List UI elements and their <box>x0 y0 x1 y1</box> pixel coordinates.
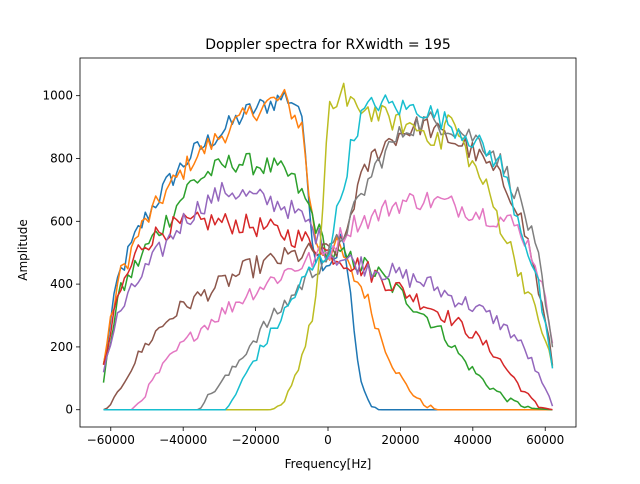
y-tick-label: 600 <box>50 214 73 228</box>
x-tick-label: 20000 <box>381 433 419 447</box>
x-tick-label: −60000 <box>87 433 135 447</box>
x-tick-label: −40000 <box>159 433 207 447</box>
y-axis-label: Amplitude <box>16 219 30 281</box>
y-tick-label: 200 <box>50 340 73 354</box>
series-line-5 <box>102 181 554 407</box>
x-tick-label: 60000 <box>526 433 564 447</box>
x-tick-label: 0 <box>324 433 332 447</box>
x-tick-label: 40000 <box>454 433 492 447</box>
series-lines <box>102 82 554 411</box>
y-tick-label: 1000 <box>42 89 73 103</box>
chart-title: Doppler spectra for RXwidth = 195 <box>205 37 451 53</box>
y-tick-label: 800 <box>50 151 73 165</box>
y-tick-label: 0 <box>65 403 73 417</box>
x-axis-label: Frequency[Hz] <box>285 457 372 471</box>
series-line-10 <box>103 94 554 411</box>
y-tick-label: 400 <box>50 277 73 291</box>
series-line-6 <box>103 116 554 411</box>
x-tick-label: −20000 <box>231 433 279 447</box>
axis-ticks: −60000 −40000 −20000 0 20000 40000 60000 0 200 40… <box>42 89 564 447</box>
